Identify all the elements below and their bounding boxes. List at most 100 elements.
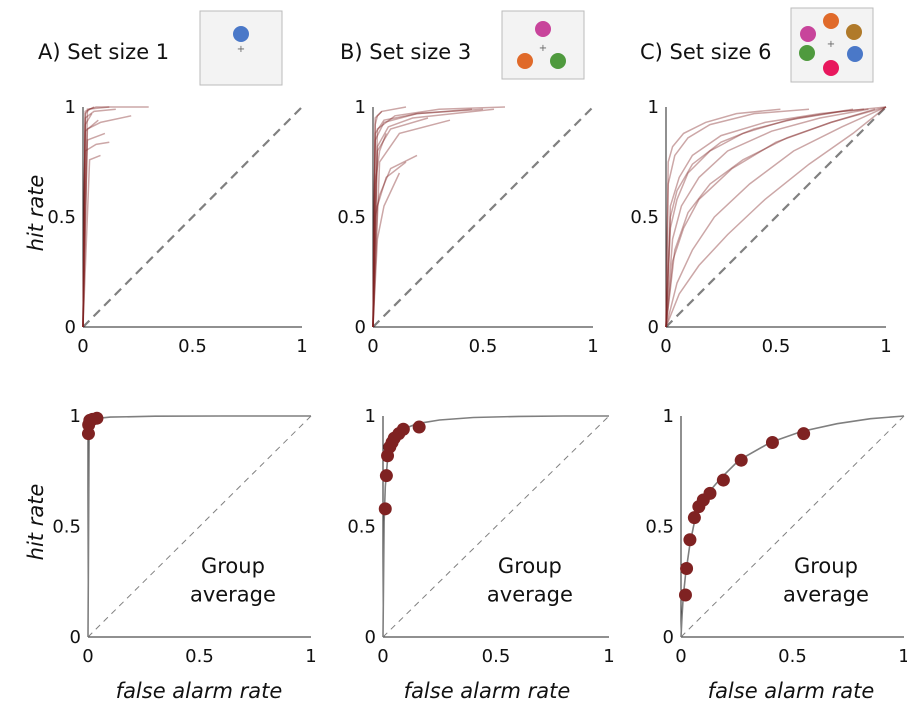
x-tick-label: 0.5	[178, 336, 207, 357]
roc-curve	[665, 108, 781, 328]
x-axis-label-a: false alarm rate	[116, 679, 283, 703]
roc-curve	[82, 106, 95, 328]
group-average-point	[687, 511, 701, 525]
roc-curve	[372, 172, 401, 328]
roc-curve	[82, 106, 110, 328]
group-average-point	[378, 502, 392, 516]
group-average-point	[90, 411, 104, 425]
stimulus-icon-c: +	[790, 7, 874, 83]
group-average-label-line2: average	[487, 583, 573, 607]
y-tick-label: 0.5	[630, 207, 659, 228]
group-average-point	[797, 427, 811, 441]
group-average-label-line1: Group	[794, 554, 858, 578]
group-average-point	[396, 422, 410, 436]
roc-curve	[82, 113, 93, 328]
y-tick-label: 1	[648, 97, 659, 118]
chance-diagonal-line	[87, 415, 312, 638]
stimulus-icon-b: +	[501, 10, 585, 80]
plot-b-group: 0 0.5 1 0 0.5 1 Group average	[347, 406, 614, 667]
roc-curve	[82, 141, 110, 328]
plot-b-individual: 0 0.5 1 0 0.5 1	[337, 97, 598, 357]
stimulus-dot	[846, 24, 862, 40]
y-tick-label: 1	[65, 97, 76, 118]
x-tick-label: 1	[603, 646, 614, 667]
group-average-label-line1: Group	[498, 554, 562, 578]
roc-curve	[372, 108, 473, 328]
roc-curve	[82, 119, 99, 328]
y-axis-label-bottom: hit rate	[24, 484, 48, 561]
fixation-cross-icon: +	[237, 44, 245, 55]
chance-diagonal-line	[680, 415, 905, 638]
y-tick-label: 0	[663, 627, 674, 648]
x-tick-label: 1	[587, 336, 598, 357]
roc-curve	[82, 108, 116, 328]
roc-curve	[372, 108, 495, 328]
x-tick-label: 0.5	[482, 646, 511, 667]
y-tick-label: 0	[355, 317, 366, 338]
roc-curve	[665, 108, 876, 328]
fixation-cross-icon: +	[539, 43, 547, 54]
panel-title-a: A) Set size 1	[38, 40, 169, 64]
y-tick-label: 0.5	[52, 517, 81, 538]
stimulus-dot	[800, 26, 816, 42]
stimulus-dot	[517, 53, 533, 69]
y-tick-label: 0.5	[645, 517, 674, 538]
y-tick-label: 0	[365, 627, 376, 648]
x-tick-label: 0.5	[762, 336, 791, 357]
y-tick-label: 0.5	[347, 517, 376, 538]
x-tick-label: 0	[367, 336, 378, 357]
y-tick-label: 0	[70, 627, 81, 648]
stimulus-dot	[847, 46, 863, 62]
x-tick-label: 0	[77, 336, 88, 357]
x-tick-label: 1	[898, 646, 907, 667]
roc-curve	[665, 106, 887, 328]
roc-curve	[372, 106, 506, 328]
roc-curve	[665, 108, 810, 328]
roc-curve	[372, 161, 407, 328]
stimulus-dot	[550, 53, 566, 69]
chance-diagonal-line	[82, 106, 303, 328]
x-tick-label: 0.5	[469, 336, 498, 357]
roc-curve	[372, 119, 451, 328]
group-average-point	[765, 436, 779, 450]
roc-curve	[372, 106, 407, 328]
y-axis-label-top: hit rate	[24, 175, 48, 252]
stimulus-dot	[535, 21, 551, 37]
x-axis-label-b: false alarm rate	[404, 679, 571, 703]
roc-curve	[372, 108, 484, 328]
roc-curve	[372, 110, 383, 328]
roc-curve	[82, 115, 132, 328]
x-tick-label: 0	[675, 646, 686, 667]
roc-curve	[665, 108, 854, 328]
roc-curve	[665, 106, 887, 328]
group-average-point	[734, 453, 748, 467]
x-tick-label: 0	[82, 646, 93, 667]
group-average-label-line2: average	[783, 583, 869, 607]
x-axis-label-c: false alarm rate	[708, 679, 875, 703]
x-tick-label: 1	[880, 336, 891, 357]
plot-c-individual: 0 0.5 1 0 0.5 1	[630, 97, 891, 357]
stimulus-dot	[823, 13, 839, 29]
stimulus-dot	[799, 45, 815, 61]
y-tick-label: 0	[65, 317, 76, 338]
group-average-point	[379, 469, 393, 483]
group-average-label-line2: average	[190, 583, 276, 607]
x-tick-label: 0	[377, 646, 388, 667]
chance-diagonal-line	[372, 106, 594, 328]
stimulus-dot	[823, 60, 839, 76]
x-tick-label: 0	[660, 336, 671, 357]
roc-curve	[82, 106, 149, 328]
stimulus-frame	[199, 10, 283, 86]
fixation-cross-icon: +	[827, 39, 835, 50]
roc-curve	[82, 132, 106, 328]
plot-a-individual: 0 0.5 1 0 0.5 1	[47, 97, 307, 357]
group-average-point	[703, 486, 717, 500]
group-average-point	[716, 473, 730, 487]
group-average-point	[683, 533, 697, 547]
group-average-point	[680, 561, 694, 575]
y-tick-label: 0.5	[47, 207, 76, 228]
roc-curve	[372, 117, 429, 328]
y-tick-label: 0.5	[337, 207, 366, 228]
roc-curve	[665, 106, 887, 328]
roc-curve	[372, 133, 387, 328]
